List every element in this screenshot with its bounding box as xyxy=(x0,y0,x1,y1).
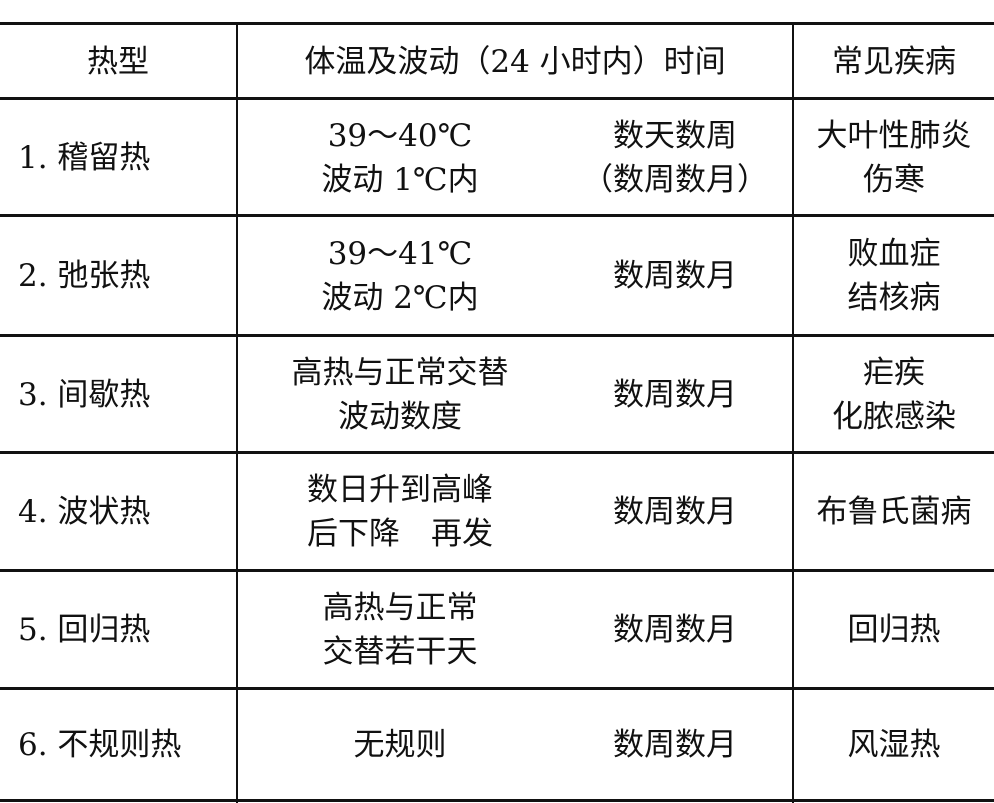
fever-type: 6. 不规则热 xyxy=(18,727,182,763)
disease-line: 回归热 xyxy=(847,612,941,648)
disease-line: 布鲁氏菌病 xyxy=(816,494,972,530)
time-cell: 数周数月 xyxy=(560,690,790,800)
temp-line: 波动 1℃内 xyxy=(321,161,479,198)
header-disease: 常见疾病 xyxy=(832,43,956,80)
disease-line: 败血症 xyxy=(847,236,941,272)
header-type: 热型 xyxy=(87,43,149,80)
temp-line: 交替若干天 xyxy=(322,634,478,670)
column-divider xyxy=(792,23,794,803)
row-divider xyxy=(0,799,994,802)
time-cell: 数天数周 （数周数月） xyxy=(560,100,790,215)
time-line: 数周数月 xyxy=(613,727,737,763)
fever-type: 4. 波状热 xyxy=(18,494,151,530)
time-cell: 数周数月 xyxy=(560,217,790,335)
time-line: 数周数月 xyxy=(613,494,737,530)
temp-cell: 高热与正常交替 波动数度 xyxy=(240,337,560,452)
temp-line: 后下降 再发 xyxy=(307,516,493,552)
time-line: 数周数月 xyxy=(613,258,737,294)
time-cell: 数周数月 xyxy=(560,454,790,570)
disease-cell: 回归热 xyxy=(794,572,994,688)
disease-line: 伤寒 xyxy=(863,161,925,198)
disease-cell: 风湿热 xyxy=(794,690,994,800)
temp-line: 数日升到高峰 xyxy=(307,472,493,508)
temp-line: 高热与正常交替 xyxy=(291,354,509,391)
row-divider xyxy=(0,569,994,572)
temp-line: 高热与正常 xyxy=(322,590,478,626)
disease-line: 大叶性肺炎 xyxy=(816,117,972,154)
temp-line: 39～40℃ xyxy=(327,117,473,154)
time-line: （数周数月） xyxy=(582,161,768,198)
time-cell: 数周数月 xyxy=(560,572,790,688)
temp-cell: 高热与正常交替若干天 xyxy=(240,572,560,688)
temp-cell: 39～41℃ 波动 2℃内 xyxy=(240,217,560,335)
row-divider xyxy=(0,451,994,454)
disease-cell: 大叶性肺炎 伤寒 xyxy=(794,100,994,215)
column-divider xyxy=(236,23,238,803)
temp-line: 波动 2℃内 xyxy=(321,280,479,316)
fever-type: 2. 弛张热 xyxy=(18,258,151,294)
header-temp: 体温及波动（24 小时内）时间 xyxy=(304,43,726,80)
temp-line: 无规则 xyxy=(353,727,447,763)
time-line: 数周数月 xyxy=(613,376,737,413)
row-divider xyxy=(0,334,994,337)
disease-line: 化脓感染 xyxy=(832,398,956,435)
disease-line: 风湿热 xyxy=(847,727,941,763)
disease-cell: 疟疾 化脓感染 xyxy=(794,337,994,452)
disease-cell: 败血症 结核病 xyxy=(794,217,994,335)
disease-cell: 布鲁氏菌病 xyxy=(794,454,994,570)
disease-line: 结核病 xyxy=(847,280,941,316)
temp-cell: 数日升到高峰 后下降 再发 xyxy=(240,454,560,570)
fever-type: 3. 间歇热 xyxy=(18,376,151,413)
fever-type: 1. 稽留热 xyxy=(18,139,151,176)
temp-cell: 39～40℃ 波动 1℃内 xyxy=(240,100,560,215)
disease-line: 疟疾 xyxy=(863,354,925,391)
temp-line: 39～41℃ xyxy=(327,236,473,272)
temp-cell: 无规则 xyxy=(240,690,560,800)
row-divider xyxy=(0,214,994,217)
time-line: 数天数周 xyxy=(613,117,737,154)
row-divider xyxy=(0,97,994,100)
table-border xyxy=(0,22,994,25)
time-cell: 数周数月 xyxy=(560,337,790,452)
time-line: 数周数月 xyxy=(613,612,737,648)
fever-type: 5. 回归热 xyxy=(18,612,151,648)
temp-line: 波动数度 xyxy=(338,398,462,435)
row-divider xyxy=(0,687,994,690)
